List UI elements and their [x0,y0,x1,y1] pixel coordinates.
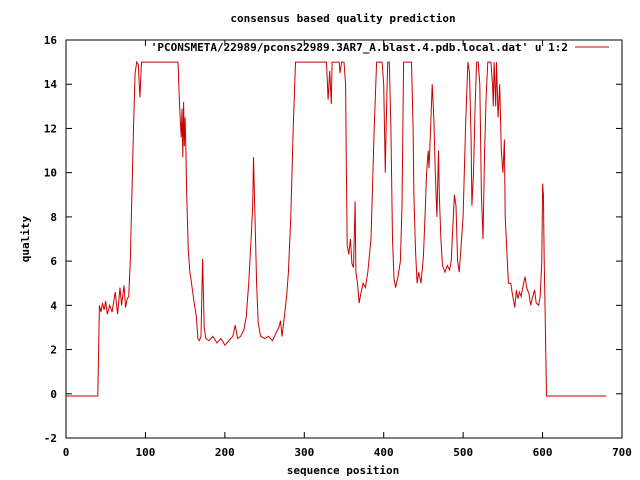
y-tick-label: -2 [44,432,57,445]
x-tick-label: 500 [453,446,473,459]
legend-label: 'PCONSMETA/22989/pcons22989.3AR7_A.blast… [151,41,568,54]
y-tick-label: 6 [50,255,57,268]
x-axis-label: sequence position [287,464,400,477]
plot-frame [65,39,623,439]
x-axis-ticks: 0 100 200 300 400 500 600 700 [63,40,632,459]
y-tick-label: 12 [44,122,57,135]
x-tick-label: 700 [612,446,632,459]
chart-title: consensus based quality prediction [230,12,455,25]
y-tick-label: 0 [50,388,57,401]
x-tick-label: 600 [533,446,553,459]
x-tick-label: 200 [215,446,235,459]
y-tick-label: 4 [50,299,57,312]
x-tick-label: 0 [63,446,70,459]
y-axis-label: quality [19,215,32,262]
y-tick-label: 14 [44,78,58,91]
x-tick-label: 400 [374,446,394,459]
y-tick-label: 10 [44,167,57,180]
quality-series-line [66,60,607,397]
y-axis-ticks: -2 0 2 4 6 8 10 12 14 16 [44,34,622,445]
y-tick-label: 8 [50,211,57,224]
y-tick-label: 16 [44,34,58,47]
x-tick-label: 100 [135,446,155,459]
x-tick-label: 300 [294,446,314,459]
y-tick-label: 2 [50,344,57,357]
